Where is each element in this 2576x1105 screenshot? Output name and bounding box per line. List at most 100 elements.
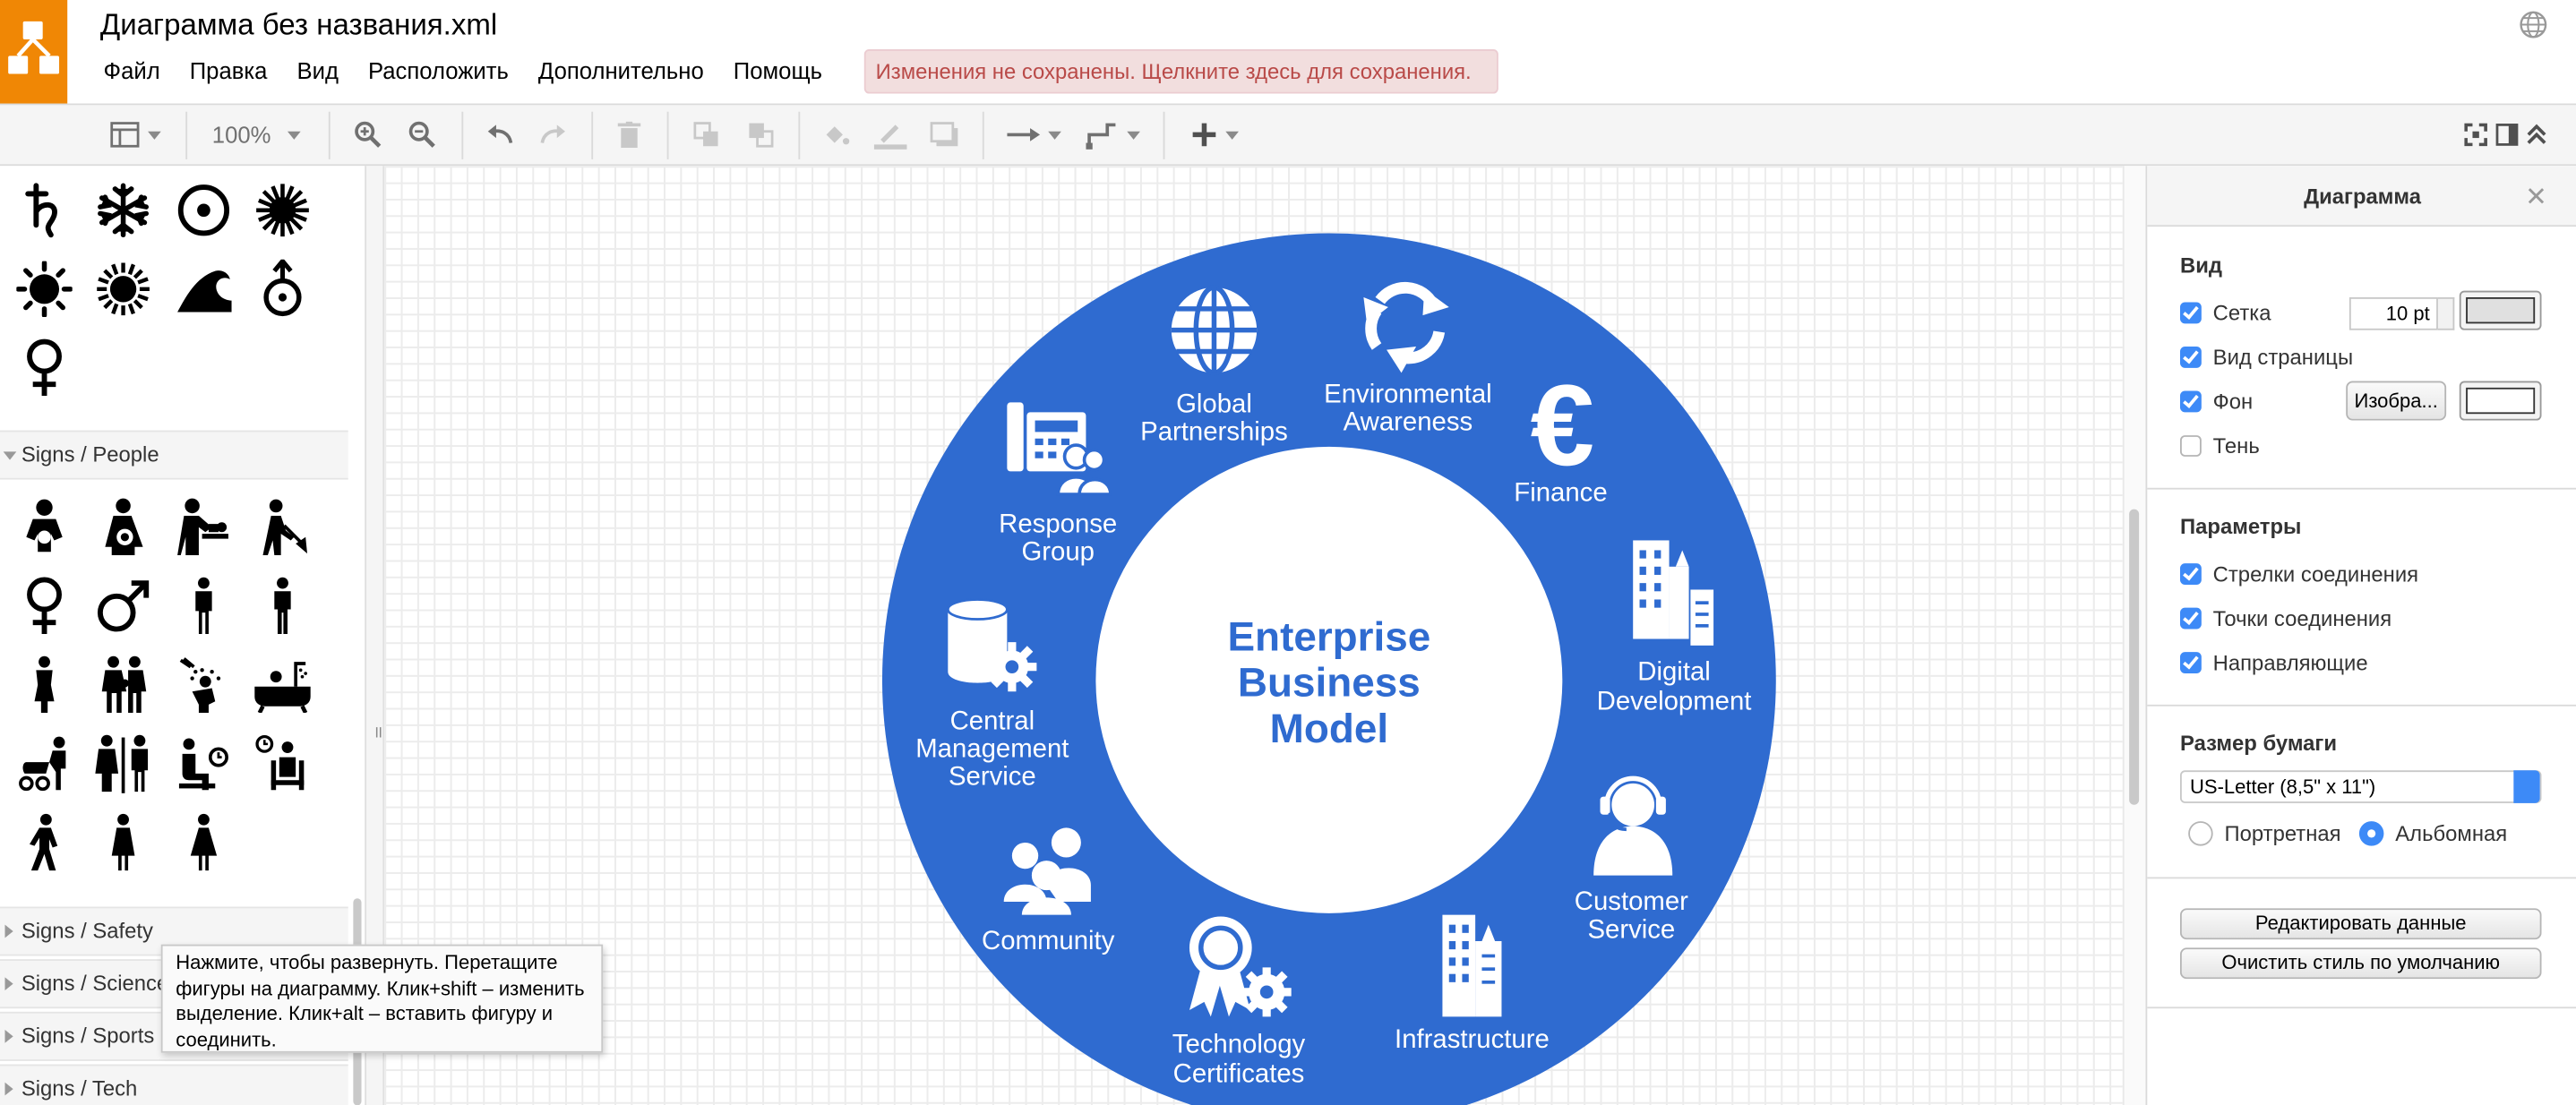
man-figure-shape[interactable] [174, 577, 233, 636]
clear-default-style-button[interactable]: Очистить стиль по умолчанию [2179, 947, 2542, 980]
segment-infrastructure[interactable]: Infrastructure [1395, 914, 1550, 1055]
grid-checkbox[interactable]: Сетка [2179, 297, 2271, 327]
diagram[interactable]: Enterprise Business Model Global Partner… [384, 166, 2123, 1105]
collapse-header-button[interactable] [2521, 115, 2551, 154]
edit-data-button[interactable]: Редактировать данные [2179, 908, 2542, 940]
man-standing-shape[interactable] [253, 577, 312, 636]
sidebar-scrollbar[interactable] [348, 166, 365, 1105]
woman-standing-shape[interactable] [94, 813, 153, 872]
waiting-room-shape[interactable] [174, 734, 233, 793]
connection-points-checkbox[interactable]: Точки соединения [2179, 603, 2391, 632]
family-shape[interactable] [94, 655, 153, 715]
background-checkbox[interactable]: Фон [2179, 386, 2253, 415]
guides-checkbox[interactable]: Направляющие [2179, 647, 2368, 677]
menu-view[interactable]: Вид [296, 57, 339, 84]
connection-style-button[interactable] [1002, 115, 1065, 154]
bathtub-shape[interactable] [253, 655, 312, 715]
female-sign-shape[interactable] [15, 577, 74, 636]
to-front-button[interactable] [687, 115, 726, 154]
mars-dot-symbol-shape[interactable] [253, 259, 312, 319]
insert-button[interactable] [1183, 115, 1246, 154]
shower-shape[interactable] [174, 655, 233, 715]
grid-size-input[interactable]: 10 pt [2348, 296, 2438, 330]
background-image-button[interactable]: Изобра... [2346, 381, 2447, 421]
male-sign-shape[interactable] [94, 577, 153, 636]
shadow-checkbox[interactable]: Тень [2179, 431, 2260, 460]
clock-person-shape[interactable] [253, 734, 312, 793]
sun-spikes-symbol-shape[interactable] [94, 260, 153, 319]
document-title[interactable]: Диаграмма без названия.xml [99, 8, 498, 41]
checkbox-checked[interactable] [2179, 651, 2202, 673]
checkbox-checked[interactable] [2179, 346, 2202, 367]
drawio-logo[interactable] [0, 0, 68, 104]
delete-button[interactable] [609, 115, 648, 154]
portrait-radio[interactable]: Портретная [2188, 818, 2341, 847]
wave-symbol-shape[interactable] [174, 260, 233, 319]
radio-unselected[interactable] [2188, 820, 2213, 845]
redo-button[interactable] [534, 115, 573, 154]
menu-arrange[interactable]: Расположить [367, 57, 509, 84]
language-globe-icon[interactable] [2519, 10, 2548, 39]
sidebar-splitter[interactable] [365, 166, 385, 1105]
woman-dress-shape[interactable] [174, 813, 233, 872]
radio-selected[interactable] [2358, 820, 2384, 845]
sun-symbol-shape[interactable] [174, 181, 233, 240]
checkbox-unchecked[interactable] [2179, 434, 2202, 456]
page-view-checkbox[interactable]: Вид страницы [2179, 342, 2353, 372]
sun-rays-symbol-shape[interactable] [15, 260, 74, 319]
segment-response-group[interactable]: Response Group [999, 402, 1117, 566]
section-signs-tech[interactable]: Signs / Tech [0, 1064, 348, 1105]
menu-extras[interactable]: Дополнительно [537, 57, 704, 84]
splitter-grip-icon[interactable]: ॥ [373, 724, 383, 743]
segment-digital-development[interactable]: Digital Development [1597, 540, 1752, 715]
venus-symbol-shape[interactable] [15, 338, 74, 398]
zoom-out-button[interactable] [402, 115, 442, 154]
waypoints-button[interactable] [1081, 115, 1144, 154]
menu-file[interactable]: Файл [103, 57, 160, 84]
segment-finance[interactable]: € Finance [1514, 362, 1607, 507]
zoom-dropdown[interactable]: 100% [201, 115, 313, 154]
background-color-swatch[interactable] [2459, 381, 2542, 421]
format-panel-button[interactable] [102, 115, 167, 154]
shadow-button[interactable] [925, 115, 965, 154]
paper-size-select[interactable]: US-Letter (8,5" x 11") [2179, 770, 2542, 803]
section-signs-people[interactable]: Signs / People [0, 430, 348, 480]
undo-button[interactable] [480, 115, 519, 154]
menu-help[interactable]: Помощь [733, 57, 822, 84]
segment-environmental-awareness[interactable]: Environmental Awareness [1324, 281, 1492, 437]
toggle-panel-button[interactable] [2492, 115, 2521, 154]
unsaved-changes-notice[interactable]: Изменения не сохранены. Щелкните здесь д… [863, 49, 1498, 94]
baby-person-shape[interactable] [15, 498, 74, 557]
restroom-shape[interactable] [94, 734, 153, 793]
pregnant-person-shape[interactable] [94, 498, 153, 557]
walking-man-shape[interactable] [15, 813, 74, 872]
checkbox-checked[interactable] [2179, 390, 2202, 412]
person-shoveling-shape[interactable] [253, 498, 312, 557]
grid-color-swatch[interactable] [2459, 290, 2542, 330]
landscape-radio[interactable]: Альбомная [2358, 818, 2507, 847]
stroller-shape[interactable] [15, 734, 74, 793]
diagram-center-circle[interactable] [1095, 446, 1563, 913]
segment-technology-certificates[interactable]: Technology Certificates [1172, 916, 1306, 1089]
close-icon[interactable]: ✕ [2525, 184, 2547, 212]
connection-arrows-checkbox[interactable]: Стрелки соединения [2179, 559, 2418, 588]
star-burst-symbol-shape[interactable] [253, 181, 312, 240]
segment-central-management-service[interactable]: Central Management Service [915, 598, 1069, 792]
checkbox-checked[interactable] [2179, 606, 2202, 629]
segment-community[interactable]: Community [982, 827, 1115, 955]
segment-global-partnerships[interactable]: Global Partnerships [1140, 285, 1288, 447]
checkbox-checked[interactable] [2179, 301, 2202, 323]
menu-edit[interactable]: Правка [189, 57, 268, 84]
zoom-in-button[interactable] [348, 115, 388, 154]
changing-table-shape[interactable] [174, 498, 233, 557]
line-color-button[interactable] [871, 115, 910, 154]
segment-customer-service[interactable]: Customer Service [1575, 775, 1688, 944]
canvas-scroll-thumb[interactable] [2129, 509, 2140, 805]
fill-color-button[interactable] [817, 115, 856, 154]
to-back-button[interactable] [741, 115, 780, 154]
woman-figure-shape[interactable] [15, 655, 74, 715]
saturn-symbol-shape[interactable] [15, 181, 74, 240]
fullscreen-button[interactable] [2461, 115, 2491, 154]
checkbox-checked[interactable] [2179, 562, 2202, 585]
grid-size-stepper[interactable] [2437, 296, 2455, 330]
